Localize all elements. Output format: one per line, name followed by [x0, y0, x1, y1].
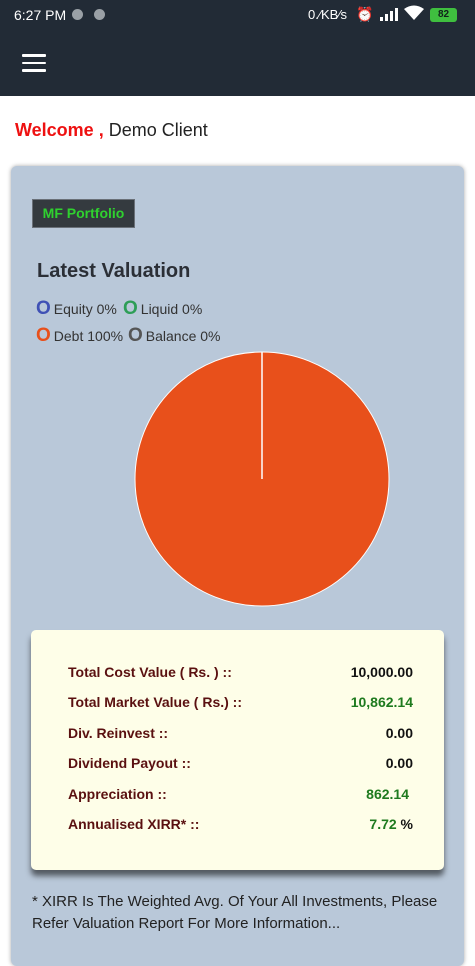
- legend-marker: O: [128, 325, 143, 346]
- legend-label: Balance 0%: [145, 328, 221, 344]
- mf-portfolio-badge[interactable]: MF Portfolio: [32, 199, 135, 228]
- row-value: 10,000.00: [350, 664, 413, 680]
- xirr-footnote: * XIRR Is The Weighted Avg. Of Your All …: [32, 893, 438, 932]
- battery-icon: 82: [430, 8, 457, 22]
- legend-marker: O: [36, 325, 51, 346]
- row-value: 7.72: [369, 816, 397, 832]
- signal-icon: [380, 8, 398, 21]
- valuation-row: Dividend Payout :: 0.00: [68, 755, 413, 775]
- row-label: Div. Reinvest ::: [68, 725, 169, 741]
- valuation-row: Appreciation :: 862.14: [68, 786, 413, 806]
- legend-item-debt: O Debt 100%: [36, 325, 123, 347]
- notification-dot-icon: [72, 9, 83, 20]
- valuation-row: Div. Reinvest :: 0.00: [68, 725, 413, 745]
- row-label: Dividend Payout ::: [68, 755, 191, 771]
- client-name: Demo Client: [108, 120, 208, 140]
- network-speed: 0.⁄KB⁄s: [308, 7, 348, 22]
- valuation-row: Total Market Value ( Rs.) :: 10,862.14: [68, 694, 413, 714]
- valuation-summary: [31, 630, 444, 870]
- app-bar: [0, 30, 475, 96]
- valuation-row: Annualised XIRR* :: 7.72 %: [68, 816, 413, 836]
- legend-item-balance: O Balance 0%: [128, 325, 221, 347]
- welcome-label: Welcome ,: [15, 120, 104, 140]
- legend-marker: O: [36, 298, 51, 319]
- hamburger-menu-icon[interactable]: [22, 54, 46, 72]
- wifi-icon: [404, 5, 424, 20]
- valuation-row: Total Cost Value ( Rs. ) :: 10,000.00: [68, 664, 413, 684]
- legend-marker: O: [123, 298, 138, 319]
- status-time: 6:27 PM: [14, 7, 67, 23]
- legend-label: Debt 100%: [53, 328, 124, 344]
- row-label: Total Cost Value ( Rs. ) ::: [68, 664, 232, 680]
- legend-item-equity: O Equity 0%: [36, 298, 117, 320]
- row-label: Annualised XIRR* ::: [68, 816, 200, 832]
- row-value: 10,862.14: [350, 694, 413, 710]
- row-label: Appreciation ::: [68, 786, 167, 802]
- row-value: 0.00: [385, 755, 413, 771]
- row-value: 862.14: [366, 786, 409, 802]
- legend-label: Liquid 0%: [140, 301, 203, 317]
- legend-item-liquid: O Liquid 0%: [123, 298, 202, 320]
- row-value: 0.00: [385, 725, 413, 741]
- section-title: Latest Valuation: [37, 260, 191, 282]
- status-bar: 6:27 PM 0.⁄KB⁄s ⏰ 82: [0, 0, 475, 30]
- row-value-with-unit: 7.72 %: [369, 816, 413, 832]
- allocation-pie-chart: [134, 351, 390, 607]
- legend-label: Equity 0%: [53, 301, 117, 317]
- notification-dot-icon: [94, 9, 105, 20]
- row-label: Total Market Value ( Rs.) ::: [68, 694, 242, 710]
- row-unit: %: [400, 816, 413, 832]
- alarm-icon: ⏰: [356, 6, 374, 22]
- welcome-text: Welcome , Demo Client: [15, 120, 208, 141]
